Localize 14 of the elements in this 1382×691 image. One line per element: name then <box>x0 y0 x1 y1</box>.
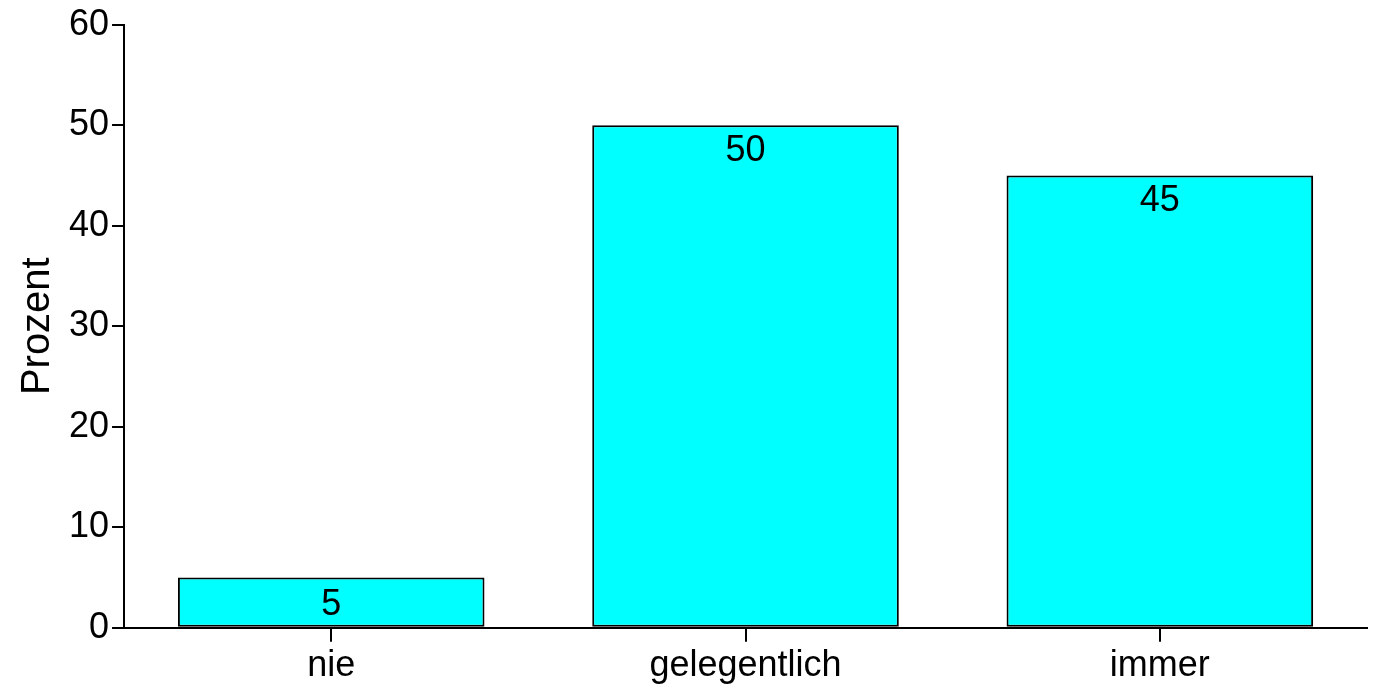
y-tick-label: 60 <box>69 1 110 43</box>
y-tick-label: 30 <box>69 303 110 345</box>
y-axis-title: Prozent <box>13 257 58 396</box>
data-label: 45 <box>1139 178 1180 220</box>
y-tick-label: 0 <box>89 604 110 646</box>
data-label: 5 <box>321 581 342 623</box>
y-tick-label: 10 <box>69 504 110 546</box>
y-tick-label: 40 <box>69 202 110 244</box>
y-tick-label: 20 <box>69 403 110 445</box>
x-tick-label: immer <box>1109 643 1210 685</box>
x-tick-label: gelegentlich <box>649 643 842 685</box>
y-tick-label: 50 <box>69 102 110 144</box>
data-label: 50 <box>725 128 766 170</box>
x-tick-label: nie <box>307 643 356 685</box>
